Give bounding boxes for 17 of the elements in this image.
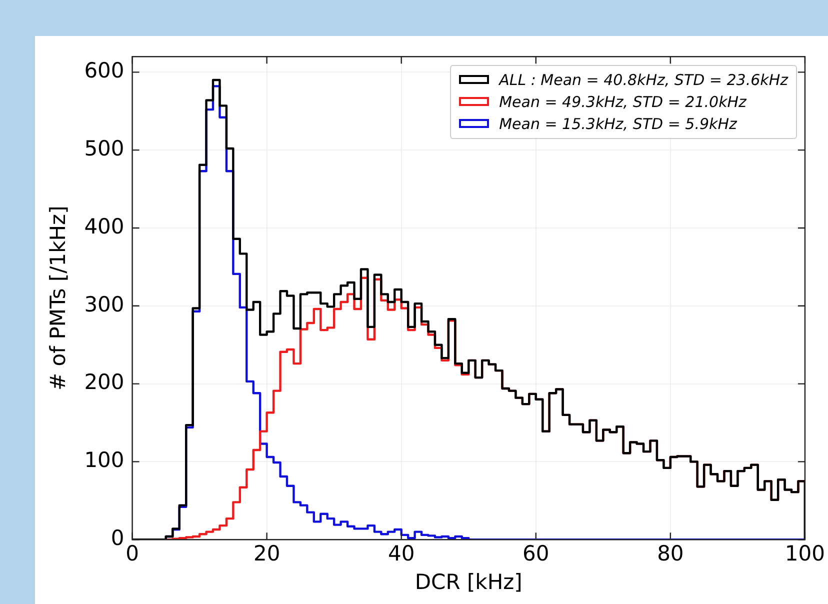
legend-label: Mean = 49.3kHz, STD = 21.0kHz: [499, 92, 746, 111]
x-tick-label: 100: [784, 542, 826, 566]
y-tick-label: 400: [84, 214, 124, 238]
y-tick-label: 300: [84, 292, 124, 316]
legend-label: ALL : Mean = 40.8kHz, STD = 23.6kHz: [499, 70, 788, 89]
legend-label: Mean = 15.3kHz, STD = 5.9kHz: [499, 114, 737, 133]
y-tick-label: 100: [84, 448, 124, 472]
y-tick-label: 200: [84, 370, 124, 394]
x-tick-label: 60: [522, 542, 550, 566]
x-tick-label: 20: [253, 542, 280, 566]
y-axis-title: # of PMTs [/1kHz]: [46, 206, 70, 390]
y-tick-label: 500: [84, 136, 124, 161]
y-tick-label: 600: [84, 58, 124, 83]
x-tick-label: 40: [388, 542, 415, 566]
y-tick-label: 0: [110, 526, 124, 550]
x-tick-label: 80: [657, 542, 684, 566]
x-axis-title: DCR [kHz]: [414, 570, 522, 594]
